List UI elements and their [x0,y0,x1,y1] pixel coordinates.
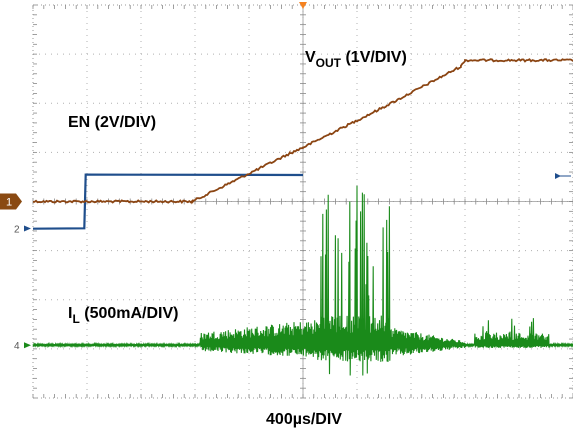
vout-label-main: V [305,49,316,66]
grid [32,4,573,399]
vout-label: VOUT (1V/DIV) [305,49,407,70]
ch2-marker-arrow [24,225,31,232]
ch1-marker-label: 1 [6,197,12,209]
il-label: IL (500mA/DIV) [68,305,179,326]
x-axis-label: 400µs/DIV [266,411,342,428]
vout-label-sub: OUT [316,56,342,70]
il-trace [32,185,573,376]
traces [32,58,573,376]
vout-trace [33,58,573,205]
il-label-sub: L [72,312,79,326]
channel-markers: 1 2 4 [0,2,571,352]
il-label-rest: (500mA/DIV) [80,305,179,322]
vout-label-rest: (1V/DIV) [341,49,407,66]
il-label-main: I [68,305,72,322]
ch4-marker-label: 4 [14,341,20,352]
trigger-marker [299,2,307,9]
en-label: EN (2V/DIV) [68,114,156,131]
ch4-marker-arrow [24,342,31,349]
ch1-marker [0,193,22,210]
ch2-marker-label: 2 [14,225,20,236]
